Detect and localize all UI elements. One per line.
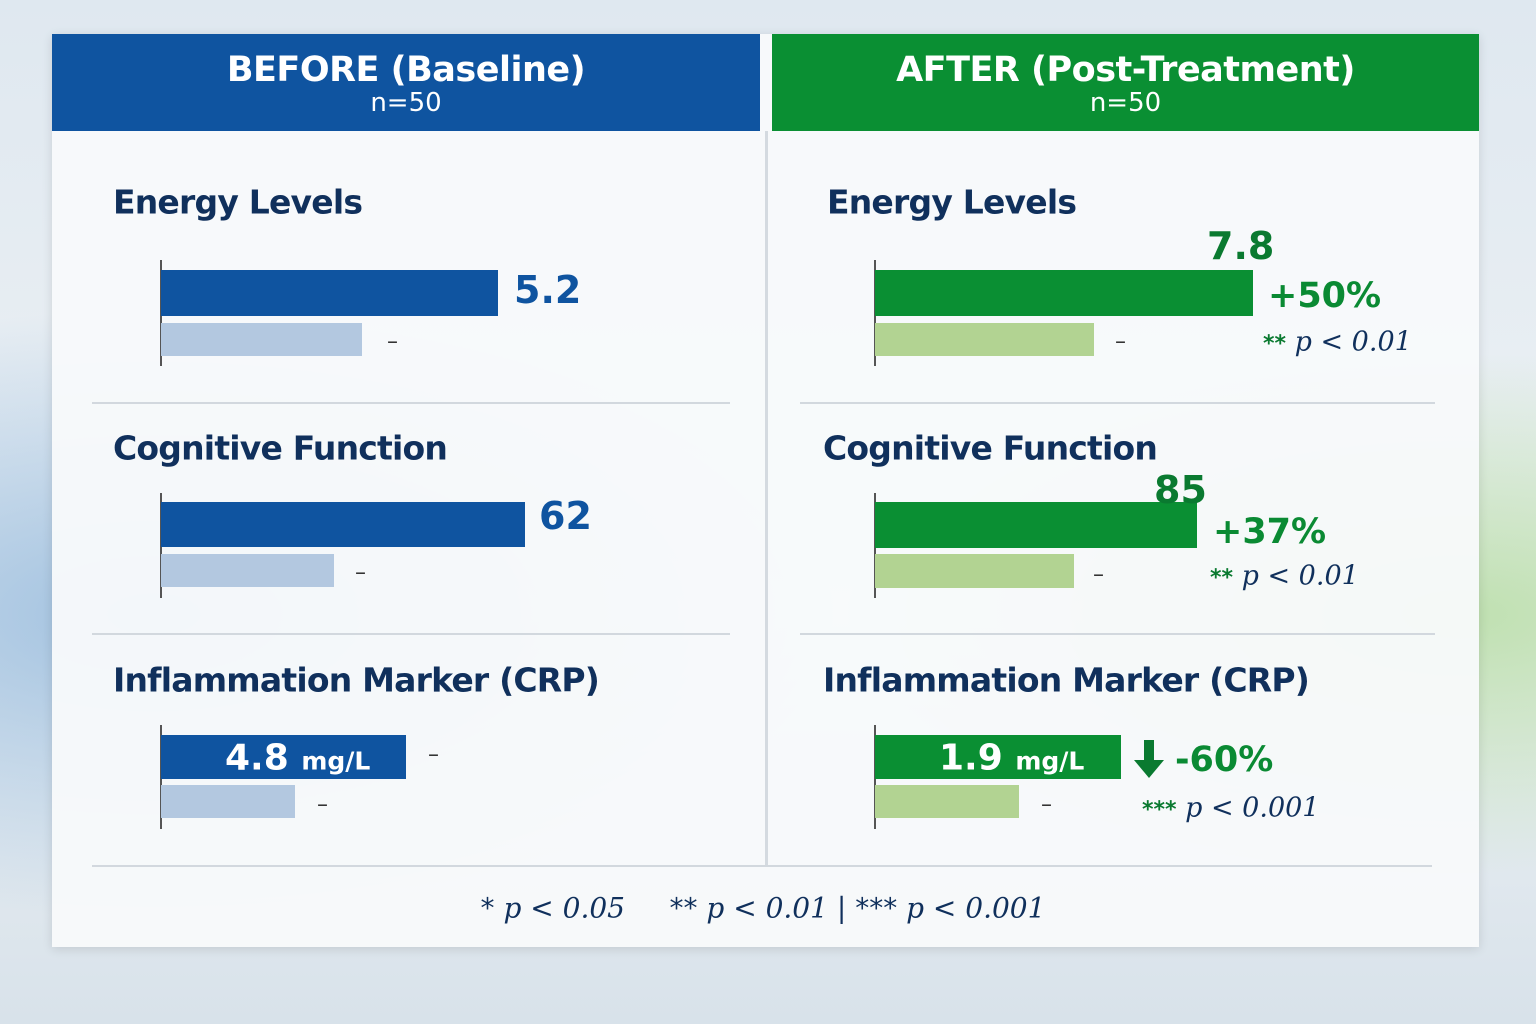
after-reference-bar-crp <box>875 785 1019 818</box>
before-value-energy: 5.2 <box>514 268 582 312</box>
p: p < 0.001 <box>906 891 1046 925</box>
metric-title: Inflammation Marker (CRP) <box>113 660 600 700</box>
unit: mg/L <box>1015 746 1085 776</box>
stars: * <box>480 891 495 925</box>
after-reference-bar-cognitive <box>875 554 1074 588</box>
stars: ** <box>1263 331 1287 357</box>
change-cognitive: +37% <box>1213 512 1327 552</box>
panel-divider <box>765 131 768 865</box>
before-value-cognitive: 62 <box>539 494 592 538</box>
significance-legend: * p < 0.05 ** p < 0.01 | *** p < 0.001 <box>0 892 1526 925</box>
before-header: BEFORE (Baseline) n=50 <box>52 34 760 131</box>
after-header: AFTER (Post-Treatment) n=50 <box>772 34 1479 131</box>
after-value-energy: 7.8 <box>1207 224 1275 268</box>
down-arrow-icon <box>1134 740 1164 778</box>
before-bar-crp <box>161 735 406 779</box>
after-reference-bar-energy <box>875 323 1094 356</box>
stars: ** <box>669 891 698 925</box>
value: 1.9 <box>939 737 1003 779</box>
after-bar-crp <box>875 735 1121 779</box>
reference-dash: – <box>317 792 328 818</box>
after-value-crp: 1.9 mg/L <box>939 738 1084 779</box>
stars: *** <box>1142 797 1177 823</box>
divider <box>92 402 730 404</box>
reference-dash: – <box>1041 792 1052 818</box>
after-bar-energy <box>875 270 1253 316</box>
metric-title: Energy Levels <box>113 182 363 222</box>
p: p < 0.001 <box>1185 792 1320 824</box>
p-value-cognitive: ** p < 0.01 <box>1210 561 1359 592</box>
before-n: n=50 <box>370 88 442 118</box>
change-crp: -60% <box>1175 740 1274 780</box>
p: p < 0.01 <box>1241 560 1359 592</box>
reference-dash: – <box>1115 329 1126 355</box>
divider <box>92 633 730 635</box>
before-reference-bar-energy <box>161 323 362 356</box>
before-bar-cognitive <box>161 502 525 547</box>
divider <box>92 865 1432 867</box>
divider <box>800 633 1435 635</box>
metric-title: Energy Levels <box>827 182 1077 222</box>
change-energy: +50% <box>1268 276 1382 316</box>
metric-title: Cognitive Function <box>113 428 448 468</box>
value: 4.8 <box>225 737 289 779</box>
after-title: AFTER (Post-Treatment) <box>896 50 1355 90</box>
p: p < 0.01 <box>1294 326 1412 358</box>
unit: mg/L <box>301 746 371 776</box>
reference-dash: – <box>1093 562 1104 588</box>
before-reference-bar-crp <box>161 785 295 818</box>
p-value-energy: ** p < 0.01 <box>1263 327 1412 358</box>
p: p < 0.05 <box>503 891 625 925</box>
stars: *** <box>855 891 898 925</box>
divider <box>800 402 1435 404</box>
p-value-crp: *** p < 0.001 <box>1142 793 1319 824</box>
reference-dash: – <box>355 560 366 586</box>
metric-title: Cognitive Function <box>823 428 1158 468</box>
stars: ** <box>1210 565 1234 591</box>
before-value-crp: 4.8 mg/L <box>225 738 370 779</box>
before-reference-bar-cognitive <box>161 554 334 587</box>
reference-dash: – <box>387 329 398 355</box>
before-bar-energy <box>161 270 498 316</box>
metric-title: Inflammation Marker (CRP) <box>823 660 1310 700</box>
before-title: BEFORE (Baseline) <box>226 50 586 90</box>
reference-dash: – <box>428 742 439 768</box>
after-bar-cognitive <box>875 502 1197 548</box>
after-value-cognitive: 85 <box>1154 468 1207 512</box>
p: p < 0.01 | <box>706 891 847 925</box>
after-n: n=50 <box>1089 88 1162 118</box>
